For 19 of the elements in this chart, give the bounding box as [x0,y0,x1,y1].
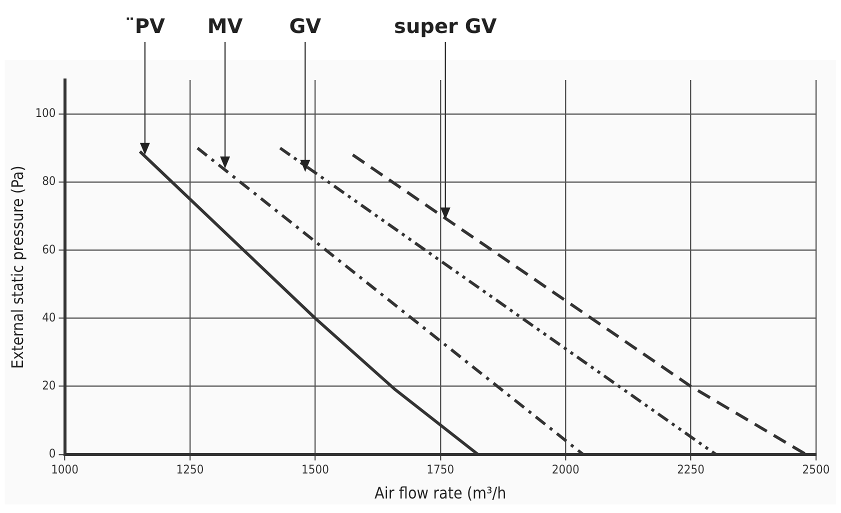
x-tick-label: 2250 [677,462,705,477]
y-tick-label: 60 [42,242,56,256]
x-tick-label: 1500 [301,462,330,477]
x-tick-label: 1250 [176,462,204,477]
annotation: GV [289,14,322,38]
x-tick-label: 1750 [426,462,454,477]
y-axis-title: External static pressure (Pa) [8,166,27,369]
x-tick-label: 2000 [552,462,580,477]
x-tick-label: 2500 [802,462,830,477]
y-tick-label: 80 [42,174,56,188]
y-tick-label: 20 [42,378,56,392]
annotation: super GV [394,14,498,38]
annotation: MV [207,14,244,38]
annotation: ¨PV [124,14,166,38]
y-tick-label: 100 [35,106,56,120]
x-axis-title: Air flow rate (m³/h [374,484,506,503]
y-tick-label: 40 [42,310,56,324]
y-tick-label: 0 [48,446,56,461]
x-tick-label: 1000 [51,462,79,477]
